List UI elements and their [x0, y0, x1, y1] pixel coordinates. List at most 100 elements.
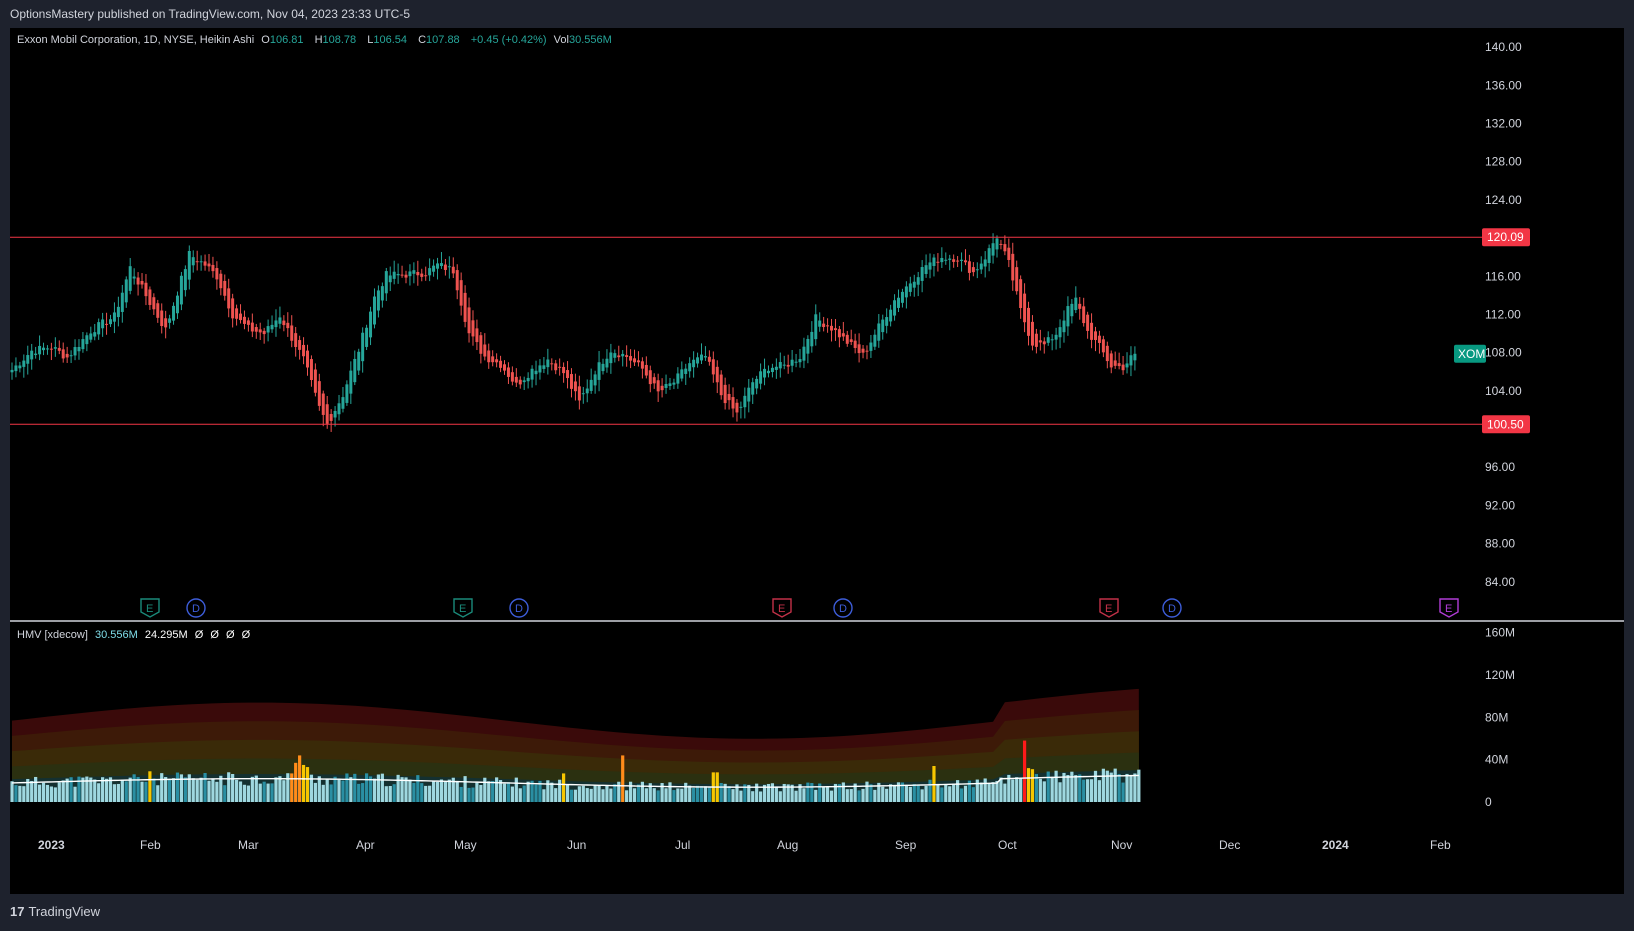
volume-bar: [912, 784, 916, 802]
volume-bar: [431, 781, 436, 802]
candle-body: [467, 307, 471, 334]
candle-body: [1042, 341, 1046, 345]
volume-bar: [495, 777, 499, 802]
volume-bar: [585, 788, 589, 802]
volume-bar: [636, 784, 641, 802]
legend-high-value: 108.78: [322, 34, 357, 46]
volume-bar: [829, 790, 834, 802]
candle-body: [542, 365, 546, 369]
volume-bar: [1070, 771, 1074, 802]
candle-body: [979, 263, 983, 270]
candle-body: [1034, 333, 1038, 347]
volume-bar: [684, 782, 688, 802]
volume-bar: [412, 782, 416, 802]
candle-body: [353, 358, 357, 383]
volume-bar: [376, 774, 381, 802]
volume-bar: [195, 779, 199, 802]
candle-body: [739, 406, 743, 408]
volume-bar: [108, 777, 113, 802]
candle-body: [747, 387, 751, 402]
candle-body: [93, 332, 97, 337]
candle-body: [227, 288, 231, 309]
candle-body: [723, 384, 727, 404]
volume-bar: [502, 783, 507, 802]
time-axis-label: May: [454, 838, 477, 852]
volume-bar: [69, 777, 73, 802]
tradingview-logo[interactable]: 17 TradingView: [10, 904, 100, 919]
volume-bar: [447, 779, 451, 802]
candle-body: [144, 282, 148, 297]
volume-bar: [1121, 782, 1125, 802]
volume-bar: [1117, 774, 1121, 802]
candle-body: [755, 378, 759, 389]
volume-bar: [861, 788, 865, 802]
volume-bar: [227, 772, 231, 802]
legend-symbol[interactable]: Exxon Mobil Corporation, 1D, NYSE, Heiki…: [17, 34, 255, 46]
volume-bar: [621, 755, 625, 802]
candle-body: [392, 271, 396, 279]
volume-bar: [37, 784, 42, 802]
dividend-marker-letter: D: [515, 603, 523, 615]
volume-bar: [1038, 778, 1042, 802]
volume-bar: [632, 788, 637, 802]
candle-body: [42, 347, 46, 351]
candle-body: [956, 260, 960, 262]
volume-bar: [506, 782, 511, 802]
volume-bar: [219, 775, 223, 802]
price-axis-label: 124.00: [1485, 193, 1522, 207]
candle-body: [692, 359, 696, 368]
chart-canvas[interactable]: 140.00136.00132.00128.00124.00120.00116.…: [10, 28, 1624, 894]
volume-bar: [498, 780, 503, 802]
volume-bar: [857, 790, 861, 802]
candle-body: [274, 320, 278, 328]
candle-body: [471, 320, 475, 337]
volume-bar: [439, 779, 444, 802]
candle-body: [219, 273, 223, 289]
volume-bar: [1046, 771, 1050, 802]
candle-body: [538, 365, 542, 373]
volume-bar: [971, 787, 975, 802]
candle-body: [341, 397, 345, 409]
candle-body: [369, 311, 373, 338]
volume-bar: [719, 782, 723, 802]
volume-bar: [396, 774, 400, 802]
volume-bar: [116, 783, 120, 802]
volume-bar: [1042, 781, 1046, 802]
earnings-marker-letter: E: [1105, 603, 1112, 615]
candle-body: [861, 348, 865, 353]
volume-bar: [120, 780, 124, 802]
candle-body: [877, 323, 881, 341]
candle-body: [436, 263, 440, 269]
volume-bar: [1062, 772, 1066, 802]
candle-body: [644, 364, 648, 376]
volume-bar: [959, 788, 964, 802]
candle-body: [621, 353, 625, 357]
candle-body: [1007, 247, 1011, 260]
volume-bar: [234, 779, 239, 802]
candle-body: [826, 325, 830, 327]
volume-bar: [869, 784, 873, 802]
chart-area[interactable]: 140.00136.00132.00128.00124.00120.00116.…: [10, 28, 1624, 894]
volume-bar: [408, 779, 412, 802]
legend-open-value: 106.81: [269, 34, 304, 46]
candle-body: [97, 322, 101, 335]
indicator-name[interactable]: HMV [xdecow]: [17, 629, 88, 641]
candle-body: [455, 270, 459, 291]
volume-bar: [368, 776, 373, 802]
time-axis-label: 2023: [38, 838, 65, 852]
candle-body: [1129, 355, 1133, 366]
candle-body: [317, 381, 321, 406]
volume-bar: [207, 780, 211, 802]
volume-bar: [652, 788, 656, 802]
volume-bar: [680, 788, 684, 802]
volume-bar: [672, 790, 676, 802]
candle-body: [778, 362, 782, 369]
candle-body: [806, 338, 810, 354]
volume-bar: [471, 787, 475, 802]
candle-body: [818, 320, 822, 327]
volume-bar: [762, 784, 767, 802]
candle-body: [179, 275, 183, 305]
volume-bar: [1007, 774, 1011, 802]
candle-body: [325, 404, 329, 424]
volume-bar: [144, 781, 148, 802]
